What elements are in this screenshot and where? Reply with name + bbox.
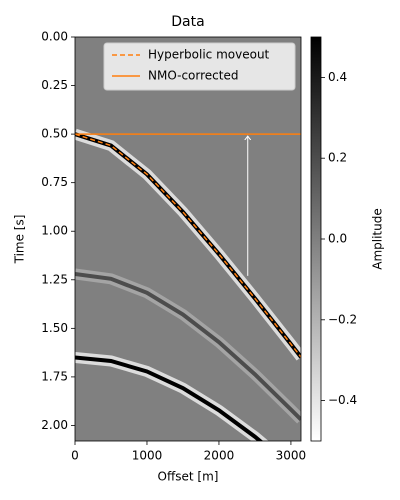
colorbar-tick-label: 0.4 — [328, 70, 347, 84]
y-tick-label: 0.00 — [41, 30, 68, 44]
y-tick-label: 0.75 — [41, 175, 68, 189]
overlay-layer — [75, 133, 301, 358]
y-tick-label: 1.75 — [41, 369, 68, 383]
x-tick-label: 2000 — [204, 449, 235, 463]
y-tick-label: 1.25 — [41, 272, 68, 286]
y-tick-label: 0.50 — [41, 127, 68, 141]
legend-label: Hyperbolic moveout — [148, 48, 270, 62]
colorbar-tick-label: −0.2 — [328, 312, 357, 326]
plot-background — [75, 37, 301, 441]
colorbar — [310, 36, 322, 442]
plot-frame — [74, 36, 302, 442]
x-tick-label: 0 — [71, 449, 79, 463]
x-tick-label: 3000 — [276, 449, 307, 463]
chart-title: Data — [171, 14, 204, 30]
y-axis-label: Time [s] — [13, 215, 27, 265]
colorbar-tick-label: −0.4 — [328, 393, 357, 407]
colorbar-label: Amplitude — [371, 208, 385, 270]
colorbar-tick-label: 0.0 — [328, 232, 347, 246]
x-tick-label: 1000 — [132, 449, 163, 463]
legend-label: NMO-corrected — [148, 69, 238, 83]
y-tick-label: 0.25 — [41, 78, 68, 92]
x-axis-label: Offset [m] — [158, 470, 219, 484]
y-tick-label: 1.00 — [41, 224, 68, 238]
event — [75, 271, 301, 422]
colorbar-tick-label: 0.2 — [328, 151, 347, 165]
y-tick-label: 2.00 — [41, 418, 68, 432]
y-tick-label: 1.50 — [41, 321, 68, 335]
legend-box — [103, 42, 296, 91]
series-line — [75, 133, 301, 358]
event — [75, 355, 264, 441]
